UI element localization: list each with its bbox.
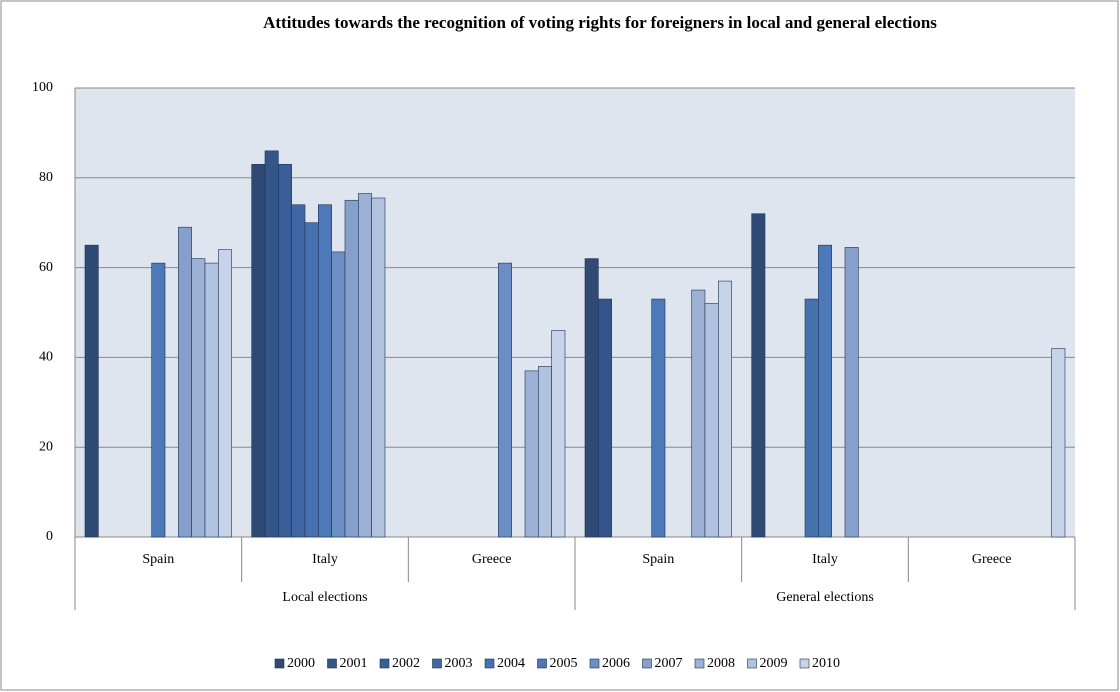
x-tick-label: Spain [142, 552, 174, 567]
legend-swatch [327, 658, 337, 669]
group-label: General elections [776, 590, 874, 605]
bar [844, 247, 859, 538]
x-tick-label: Italy [312, 552, 338, 567]
y-tick-label: 40 [39, 350, 53, 365]
x-tick-label: Greece [472, 552, 512, 567]
bar [691, 289, 706, 538]
legend-label: 2001 [340, 656, 368, 671]
bar [751, 213, 766, 538]
bar [358, 193, 372, 538]
bar [498, 262, 512, 538]
x-tick-label: Italy [812, 552, 838, 567]
legend-swatch [484, 658, 495, 669]
bar [818, 244, 832, 538]
bar [264, 150, 279, 538]
legend-label: 2009 [760, 656, 788, 671]
bar [1051, 348, 1066, 538]
plot-area [75, 88, 1075, 537]
legend-swatch [694, 658, 705, 669]
bar [278, 164, 292, 538]
legend-label: 2007 [655, 656, 683, 671]
legend-label: 2000 [287, 656, 315, 671]
bar [331, 251, 346, 538]
bar [204, 262, 219, 538]
bar [651, 298, 666, 538]
legend-swatch [589, 658, 600, 669]
bar [344, 199, 359, 538]
legend-swatch [799, 658, 810, 669]
legend-swatch [379, 658, 390, 669]
x-tick-label: Greece [972, 552, 1012, 567]
bar [318, 204, 332, 538]
bar [178, 226, 192, 538]
y-tick-label: 0 [46, 529, 53, 544]
legend-swatch [747, 658, 757, 669]
legend-label: 2003 [445, 656, 473, 671]
bar [551, 330, 566, 538]
legend-label: 2010 [812, 656, 840, 671]
y-tick-label: 80 [39, 170, 53, 185]
bar [538, 366, 552, 538]
legend-swatch [537, 658, 547, 669]
bar [291, 204, 306, 538]
bar [524, 370, 539, 538]
bar [804, 298, 819, 538]
bar [718, 280, 732, 538]
legend-label: 2004 [497, 656, 525, 671]
chart-title: Attitudes towards the recognition of vot… [263, 13, 937, 32]
bar [191, 258, 206, 538]
bar [304, 222, 319, 538]
y-tick-label: 60 [39, 260, 53, 275]
legend-label: 2002 [392, 656, 420, 671]
legend-label: 2006 [602, 656, 630, 671]
bar [598, 298, 612, 538]
x-tick-label: Spain [642, 552, 674, 567]
bar [151, 262, 166, 538]
title-box: Attitudes towards the recognition of vot… [263, 13, 937, 32]
bar [584, 258, 599, 538]
y-tick-label: 20 [39, 439, 53, 454]
bar [704, 303, 719, 538]
bar [251, 164, 266, 538]
bar [371, 197, 386, 538]
bar [84, 244, 99, 538]
bar [218, 249, 232, 538]
group-label: Local elections [282, 590, 367, 605]
legend-label: 2005 [550, 656, 578, 671]
legend-swatch [432, 658, 442, 669]
legend-swatch [274, 658, 285, 669]
legend-label: 2008 [707, 656, 735, 671]
legend-swatch [642, 658, 652, 669]
y-tick-label: 100 [32, 80, 53, 95]
